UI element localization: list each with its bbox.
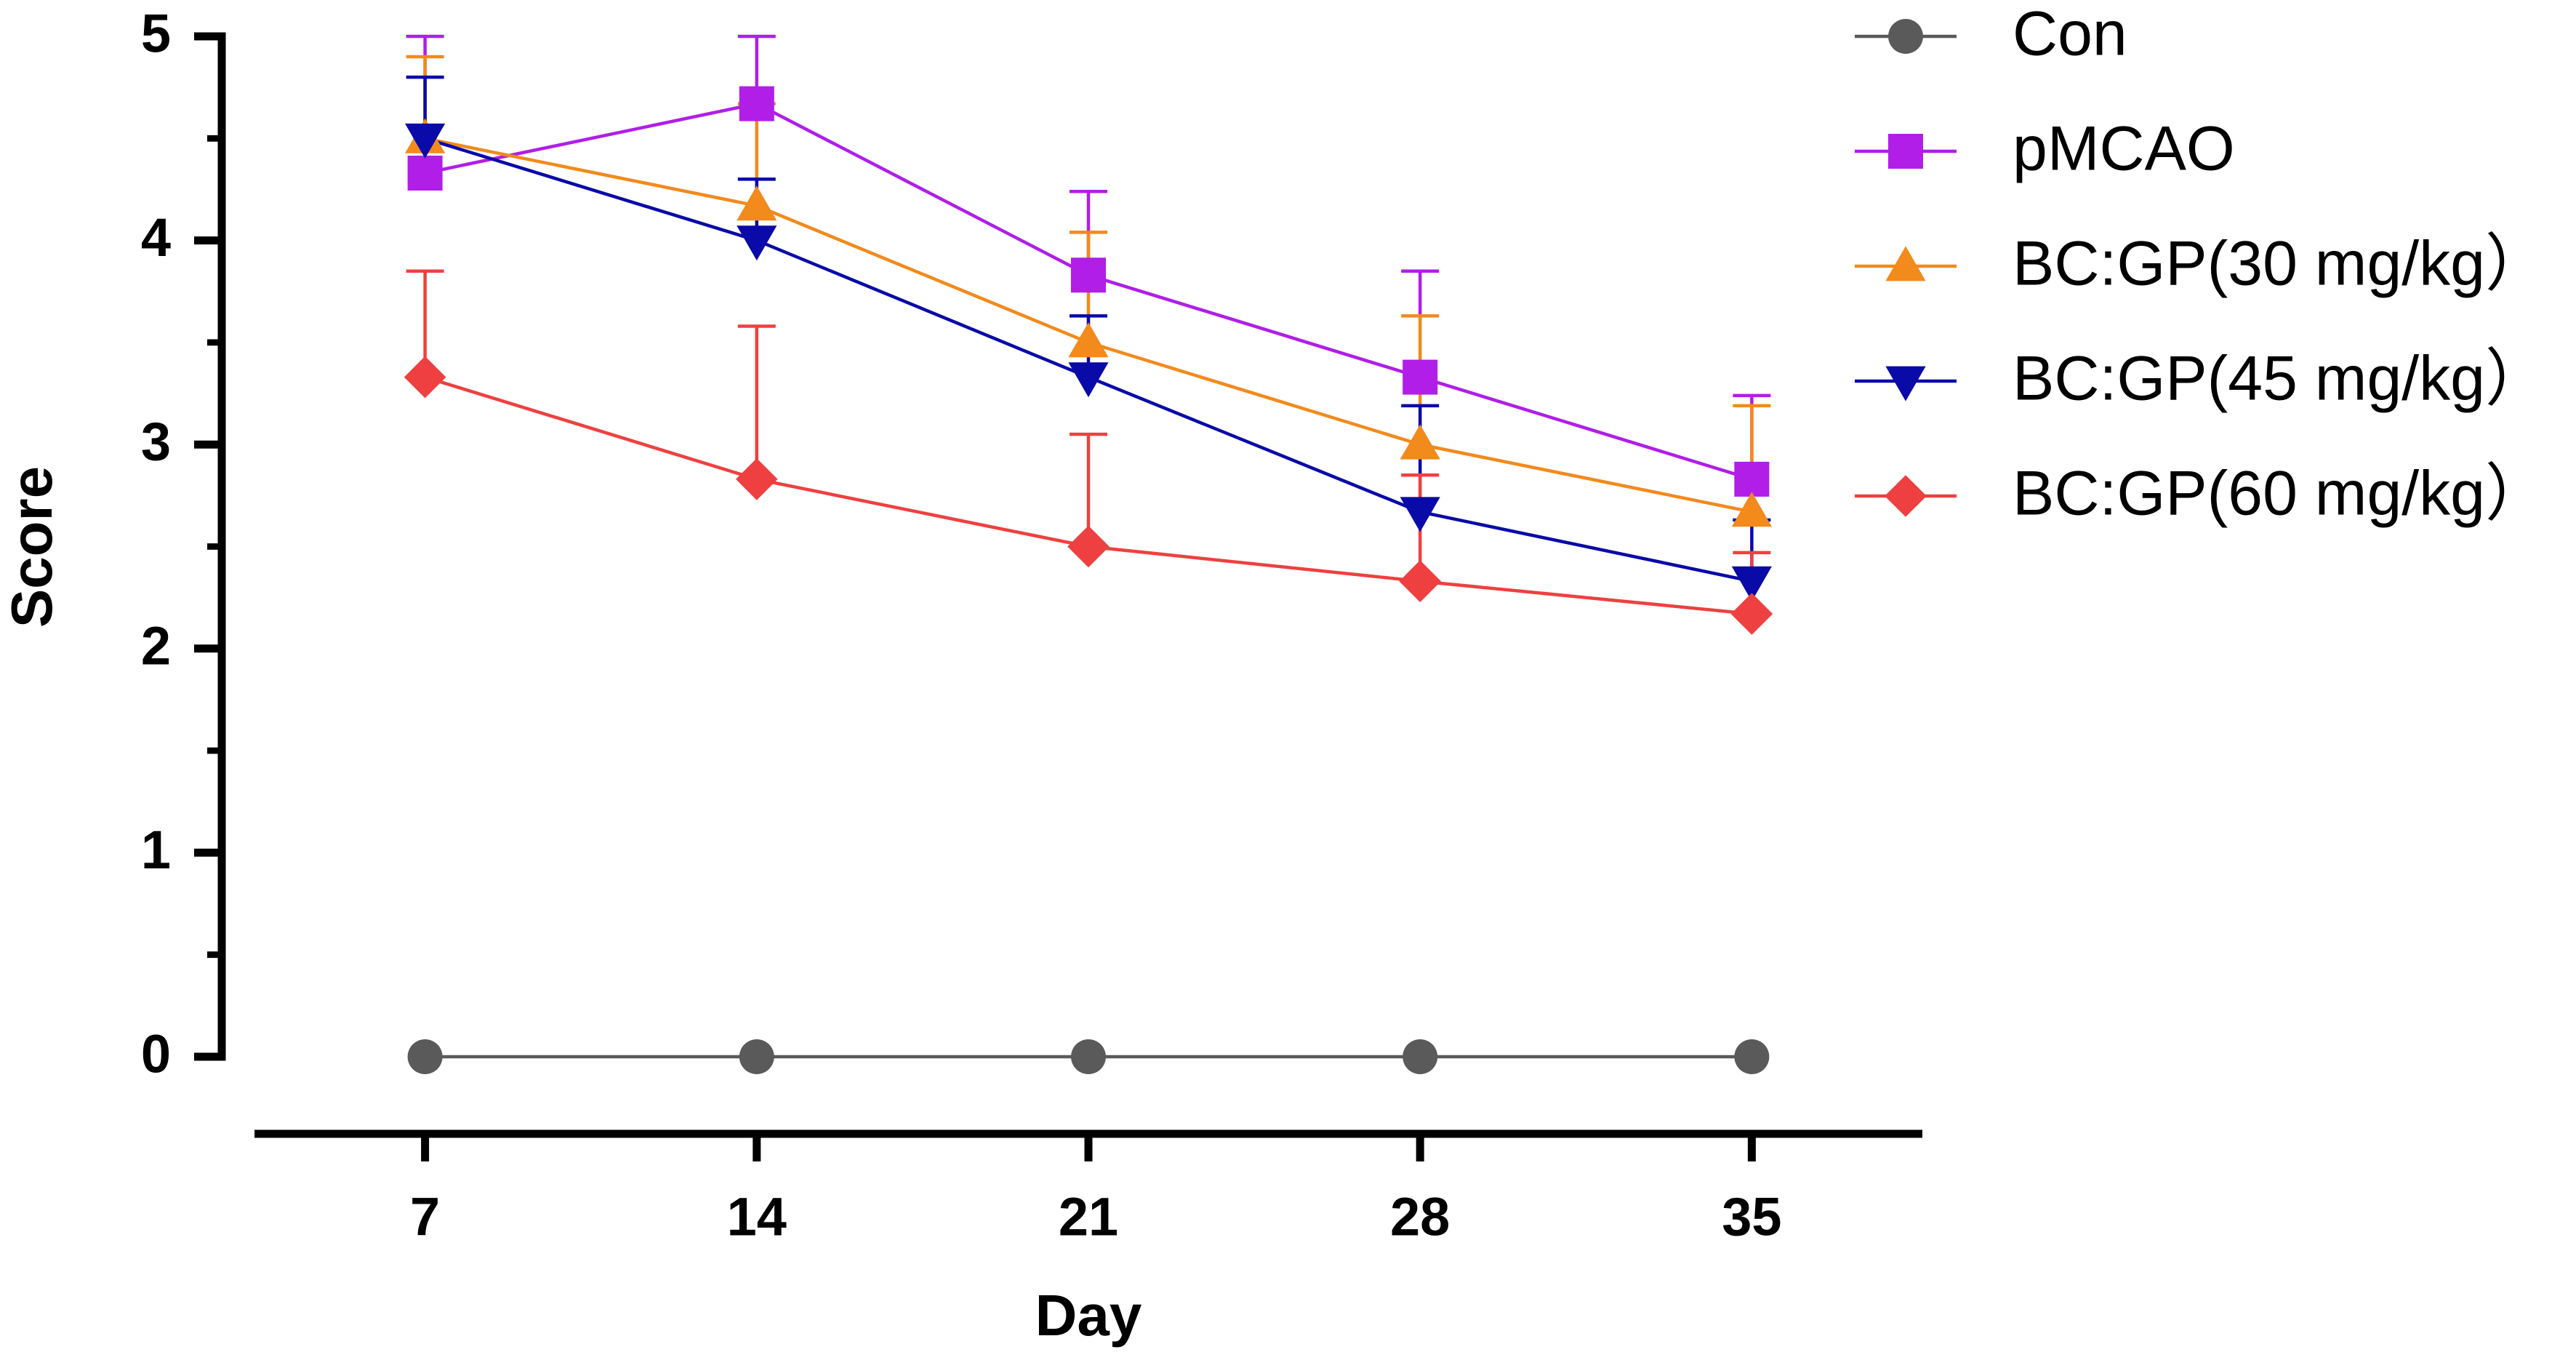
y-tick-label: 3 — [141, 412, 171, 472]
x-tick-label: 7 — [410, 1187, 440, 1247]
y-tick-label: 5 — [141, 4, 171, 64]
marker — [1068, 362, 1109, 398]
marker — [1399, 560, 1441, 603]
marker — [1071, 1039, 1106, 1074]
marker — [739, 1039, 774, 1074]
x-tick-label: 14 — [727, 1187, 787, 1247]
marker — [736, 458, 778, 500]
marker — [1400, 424, 1440, 460]
marker — [1067, 525, 1110, 568]
marker — [407, 156, 443, 191]
y-tick-label: 2 — [141, 615, 171, 676]
marker — [1400, 497, 1440, 532]
x-tick-label: 28 — [1390, 1187, 1450, 1247]
y-axis-title: Score — [0, 466, 64, 628]
legend-label: pMCAO — [2013, 114, 2235, 184]
x-tick-label: 21 — [1059, 1187, 1118, 1247]
marker — [737, 185, 777, 221]
marker — [1403, 359, 1438, 395]
x-axis-title: Day — [1035, 1283, 1142, 1348]
marker — [1734, 461, 1770, 497]
legend-marker — [1888, 134, 1923, 169]
marker — [1068, 322, 1109, 358]
marker — [1730, 593, 1773, 635]
marker — [407, 1039, 443, 1074]
y-tick-label: 4 — [141, 207, 171, 268]
y-tick-label: 1 — [141, 820, 171, 880]
marker — [1731, 492, 1772, 527]
legend-marker — [1885, 246, 1926, 281]
legend-marker — [1885, 475, 1927, 517]
legend-marker — [1888, 19, 1923, 54]
marker — [1071, 257, 1106, 293]
marker — [405, 123, 446, 159]
legend-label: BC:GP(45 mg/kg） — [2013, 344, 2548, 414]
marker — [739, 86, 774, 121]
legend-marker — [1885, 366, 1926, 401]
y-tick-label: 0 — [141, 1024, 171, 1084]
marker — [737, 225, 777, 261]
marker — [1734, 1039, 1770, 1074]
x-tick-label: 35 — [1722, 1187, 1781, 1247]
marker — [1403, 1039, 1438, 1074]
legend-label: Con — [2013, 0, 2127, 69]
marker — [1731, 566, 1772, 601]
marker — [404, 356, 446, 399]
legend-label: BC:GP(30 mg/kg） — [2013, 229, 2548, 299]
legend-label: BC:GP(60 mg/kg） — [2013, 459, 2548, 529]
